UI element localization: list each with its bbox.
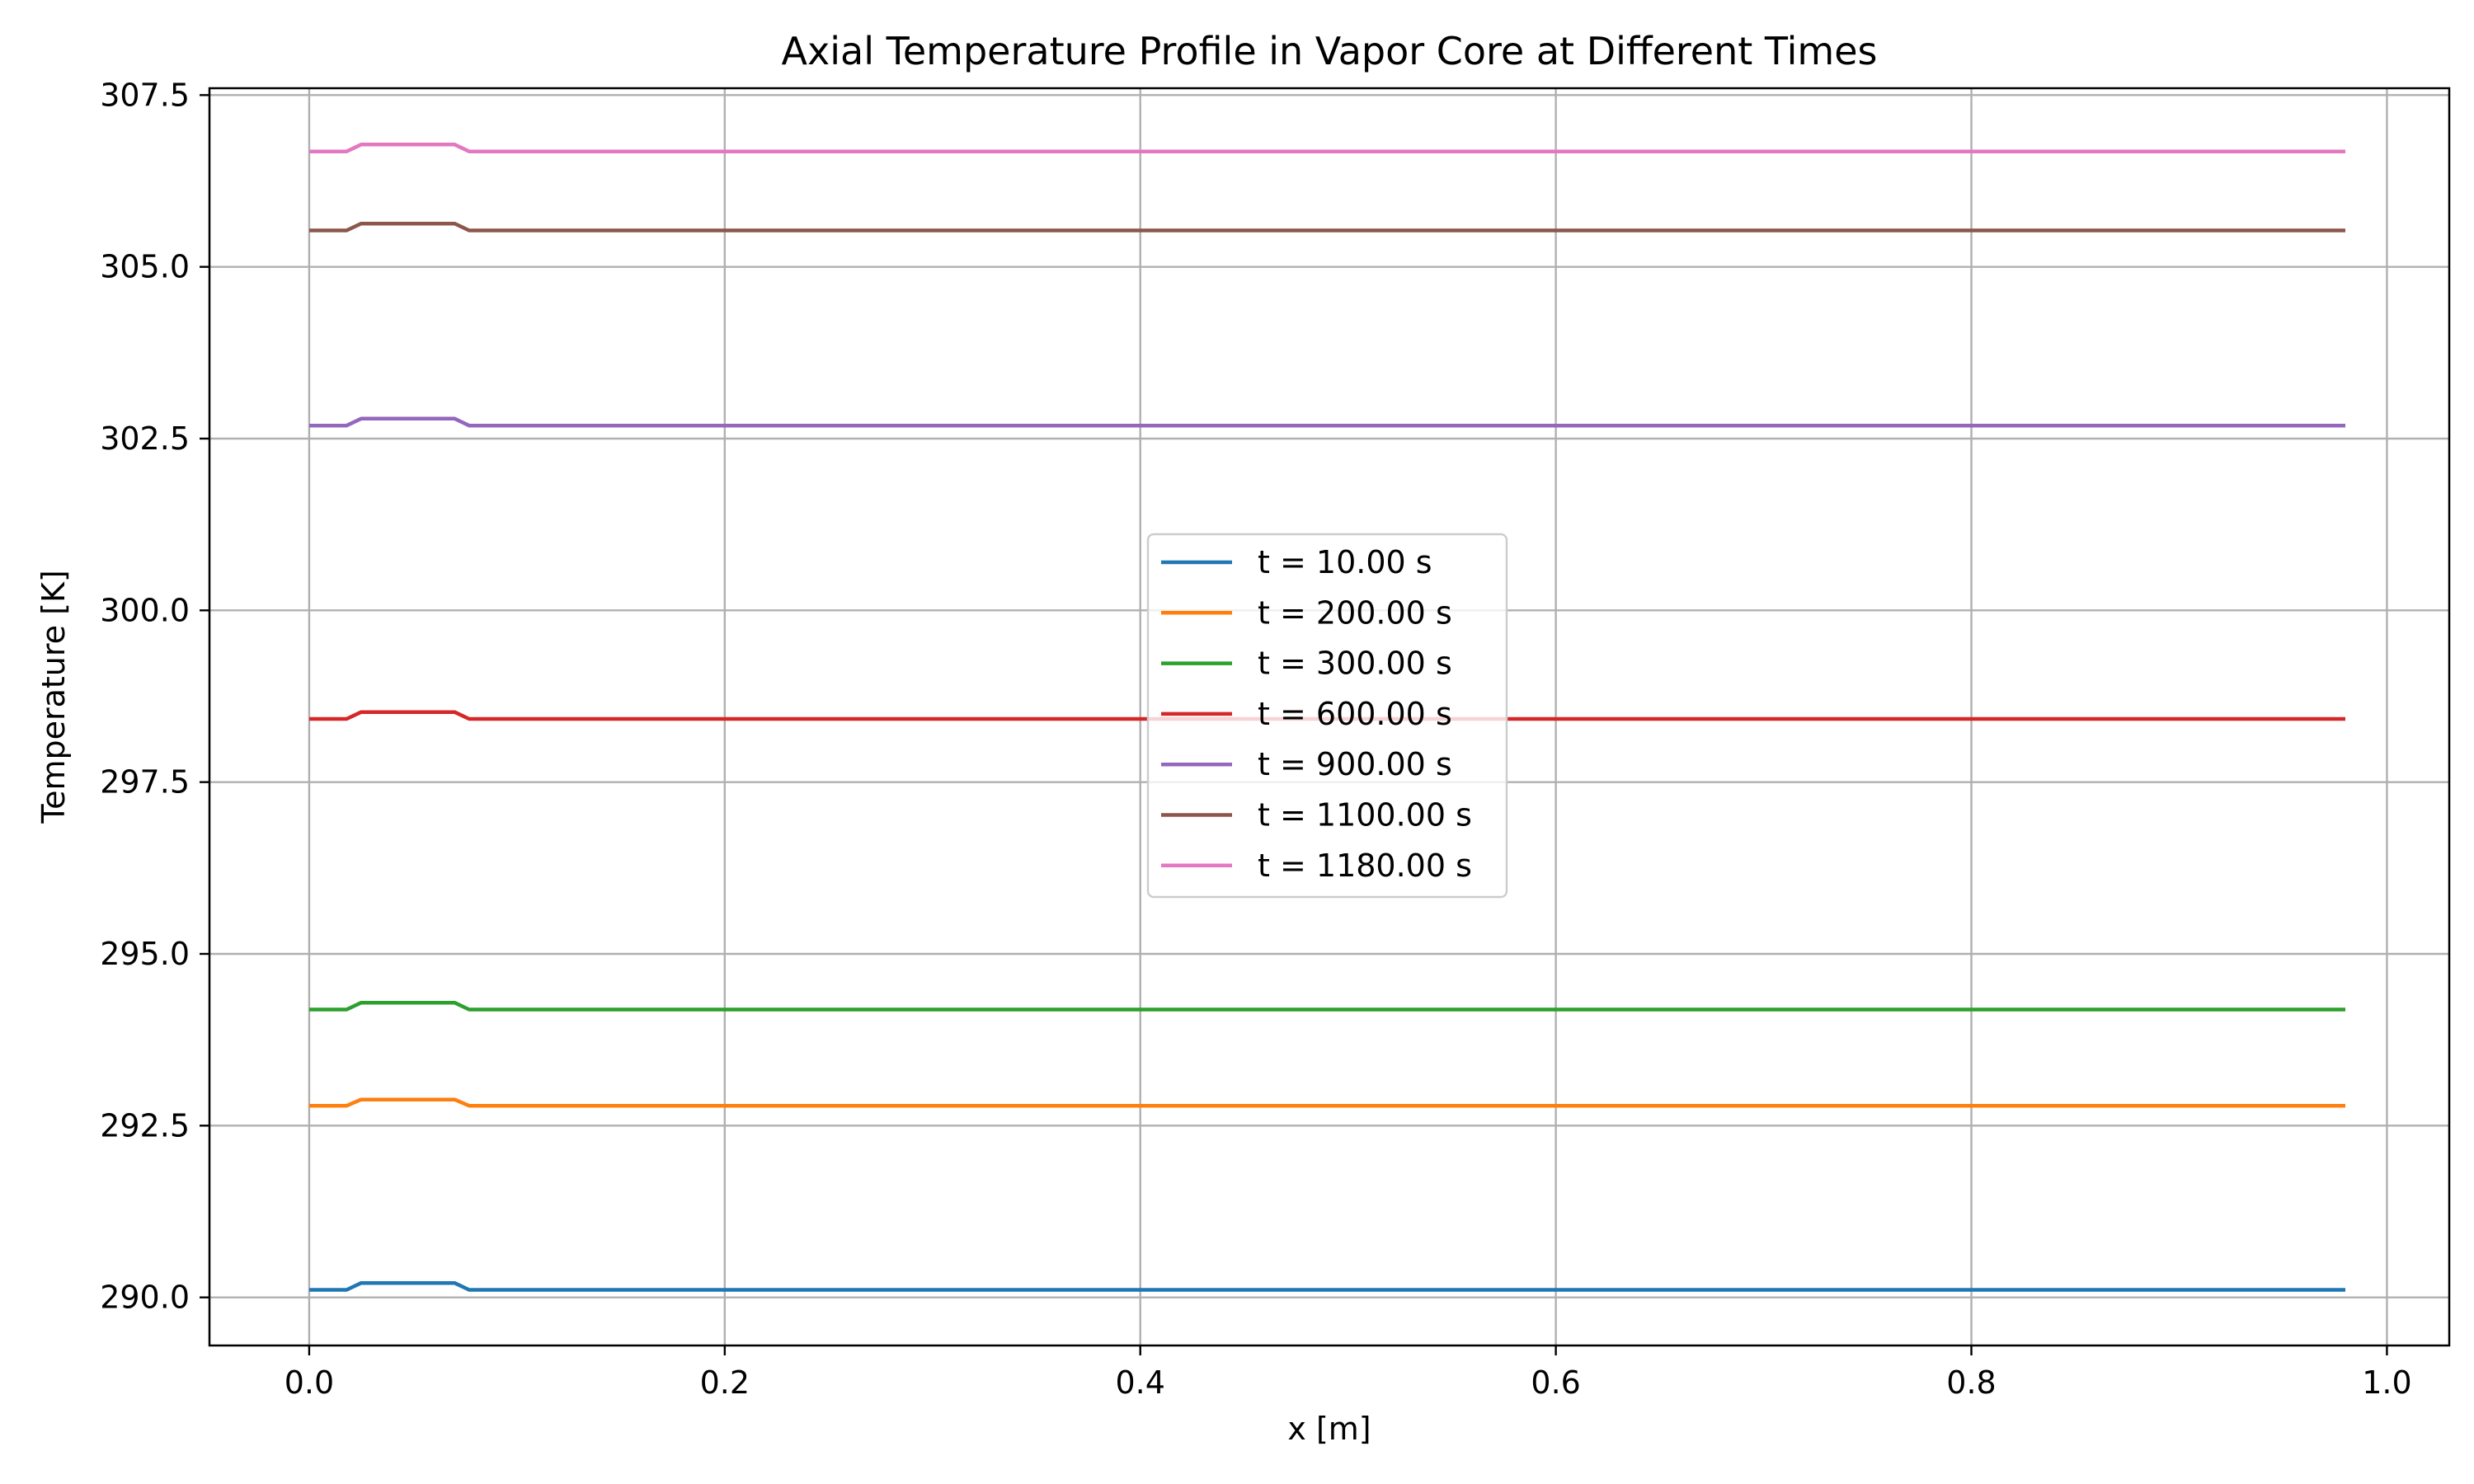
series-line [308,143,2345,153]
y-tick-label: 305.0 [100,249,190,285]
legend-label: t = 900.00 s [1258,746,1452,782]
series-line [308,416,2345,428]
series-line [308,1097,2345,1108]
y-tick-label: 292.5 [100,1107,190,1144]
x-tick-label: 0.4 [1116,1364,1165,1401]
x-tick-label: 0.8 [1946,1364,1996,1401]
y-tick-label: 297.5 [100,764,190,801]
legend-box [1146,533,1508,899]
series-line [308,221,2345,232]
y-tick-label: 302.5 [100,420,190,457]
x-axis-label: x [m] [1287,1411,1371,1447]
x-tick-label: 1.0 [2362,1364,2411,1401]
legend-label: t = 600.00 s [1258,696,1452,732]
y-tick-label: 307.5 [100,77,190,113]
legend-label: t = 300.00 s [1258,646,1452,682]
series-line [308,1000,2345,1012]
legend-label: t = 10.00 s [1258,544,1432,580]
y-tick-label: 295.0 [100,936,190,972]
legend-label: t = 1180.00 s [1258,848,1472,884]
x-tick-label: 0.6 [1531,1364,1580,1401]
axes-frame [208,87,2451,1347]
legend-label: t = 1100.00 s [1258,797,1472,834]
series-line [308,1280,2345,1292]
y-tick-label: 300.0 [100,592,190,628]
plot-area: 0.0 0.2 0.4 0.6 0.8 1.0 290.0 292.5 295.0 297.5 30… [100,77,2451,1401]
x-tick-label: 0.0 [285,1364,334,1401]
x-tick-label: 0.2 [700,1364,750,1401]
legend-label: t = 200.00 s [1258,594,1452,631]
chart-title: Axial Temperature Profile in Vapor Core … [782,29,1878,73]
series-line [308,710,2345,721]
y-tick-label: 290.0 [100,1280,190,1316]
y-axis-label: Temperature [K] [35,570,72,824]
